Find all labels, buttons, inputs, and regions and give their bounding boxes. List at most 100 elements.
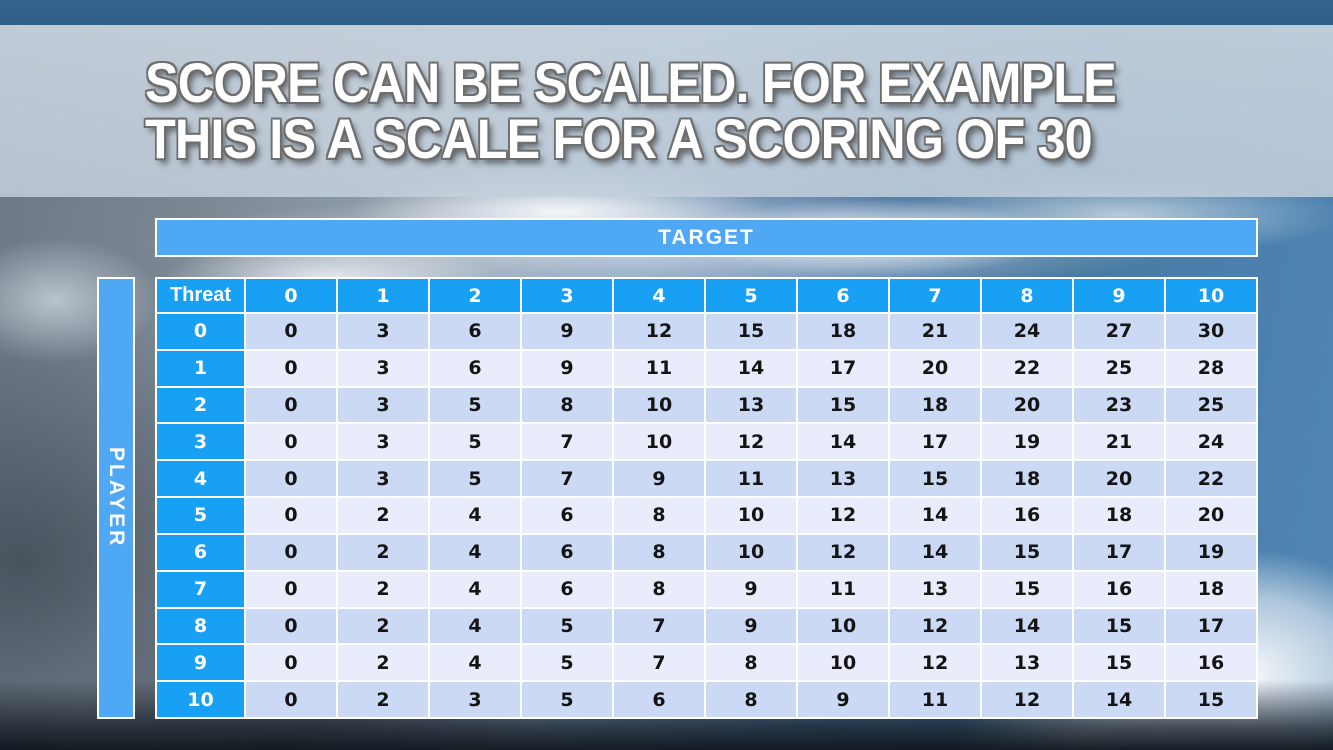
score-cell: 9 [614,461,704,497]
score-cell: 5 [522,682,612,717]
row-header-8: 8 [157,608,244,644]
score-cell: 24 [1166,424,1256,460]
score-cell: 8 [614,571,704,607]
score-cell: 23 [1074,387,1164,423]
score-cell: 3 [338,350,428,386]
score-cell: 22 [1166,461,1256,497]
score-cell: 10 [798,645,888,681]
score-cell: 14 [798,424,888,460]
score-cell: 6 [430,350,520,386]
score-cell: 3 [338,387,428,423]
score-cell: 0 [246,571,336,607]
score-cell: 2 [338,645,428,681]
score-cell: 10 [706,498,796,533]
score-cell: 21 [890,314,980,349]
row-header-7: 7 [157,571,244,607]
column-header-3: 3 [522,279,612,312]
column-header-6: 6 [798,279,888,312]
score-cell: 15 [706,314,796,349]
score-cell: 0 [246,682,336,717]
score-cell: 17 [1166,608,1256,644]
score-cell: 2 [338,534,428,570]
score-cell: 7 [522,461,612,497]
score-cell: 8 [522,387,612,423]
score-cell: 9 [706,608,796,644]
row-header-5: 5 [157,498,244,533]
score-cell: 20 [890,350,980,386]
score-cell: 9 [522,350,612,386]
column-header-4: 4 [614,279,704,312]
score-cell: 15 [890,461,980,497]
score-cell: 17 [1074,534,1164,570]
score-cell: 20 [1166,498,1256,533]
score-cell: 4 [430,534,520,570]
score-cell: 0 [246,424,336,460]
score-cell: 6 [522,534,612,570]
score-cell: 2 [338,571,428,607]
score-cell: 4 [430,608,520,644]
row-header-10: 10 [157,682,244,717]
column-header-8: 8 [982,279,1072,312]
score-cell: 15 [1074,608,1164,644]
score-cell: 28 [1166,350,1256,386]
score-cell: 24 [982,314,1072,349]
score-cell: 18 [890,387,980,423]
score-cell: 18 [798,314,888,349]
score-cell: 11 [614,350,704,386]
score-cell: 21 [1074,424,1164,460]
score-cell: 13 [890,571,980,607]
score-cell: 12 [614,314,704,349]
column-header-5: 5 [706,279,796,312]
score-cell: 12 [798,534,888,570]
score-cell: 0 [246,645,336,681]
score-cell: 22 [982,350,1072,386]
score-cell: 10 [706,534,796,570]
score-cell: 12 [982,682,1072,717]
score-cell: 18 [982,461,1072,497]
score-cell: 9 [522,314,612,349]
score-cell: 14 [890,498,980,533]
row-header-4: 4 [157,461,244,497]
score-cell: 15 [982,571,1072,607]
score-cell: 8 [614,498,704,533]
score-cell: 6 [430,314,520,349]
score-cell: 2 [338,498,428,533]
score-cell: 16 [982,498,1072,533]
score-cell: 0 [246,387,336,423]
row-header-9: 9 [157,645,244,681]
score-cell: 0 [246,534,336,570]
target-label: TARGET [658,225,755,249]
score-cell: 15 [798,387,888,423]
threat-corner-header: Threat [157,279,244,312]
score-cell: 4 [430,498,520,533]
score-cell: 9 [706,571,796,607]
score-cell: 0 [246,608,336,644]
score-cell: 0 [246,314,336,349]
score-cell: 9 [798,682,888,717]
score-cell: 7 [522,424,612,460]
score-cell: 11 [798,571,888,607]
score-cell: 20 [1074,461,1164,497]
score-cell: 0 [246,498,336,533]
row-header-3: 3 [157,424,244,460]
score-cell: 8 [614,534,704,570]
score-table: Threat 0 1 2 3 4 5 6 7 8 9 10 0 0 3 6 9 12 15 18 21 24 27 30 1 0 3… [155,277,1258,719]
column-header-1: 1 [338,279,428,312]
column-header-9: 9 [1074,279,1164,312]
score-cell: 7 [614,645,704,681]
score-cell: 13 [982,645,1072,681]
score-cell: 10 [614,387,704,423]
score-cell: 11 [706,461,796,497]
score-cell: 15 [982,534,1072,570]
column-header-10: 10 [1166,279,1256,312]
score-cell: 5 [522,645,612,681]
score-cell: 14 [982,608,1072,644]
player-label: PLAYER [105,447,128,549]
score-cell: 3 [338,461,428,497]
score-cell: 30 [1166,314,1256,349]
score-cell: 3 [338,314,428,349]
score-cell: 11 [890,682,980,717]
score-cell: 27 [1074,314,1164,349]
score-cell: 6 [522,571,612,607]
